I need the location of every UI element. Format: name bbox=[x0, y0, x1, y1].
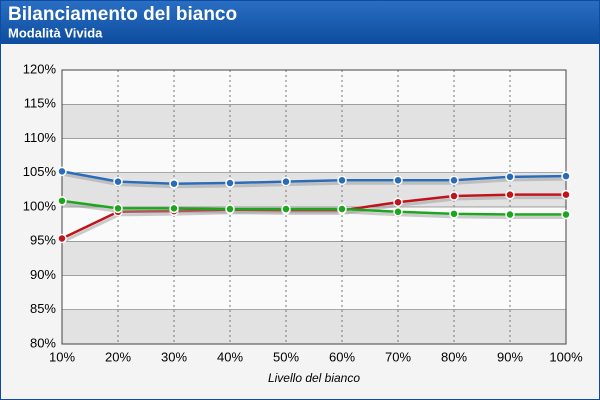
data-point bbox=[57, 233, 67, 244]
data-point bbox=[281, 204, 291, 214]
x-tick-label: 10% bbox=[49, 349, 75, 364]
y-tick-label: 90% bbox=[30, 267, 56, 282]
data-point bbox=[505, 209, 515, 220]
data-point bbox=[393, 207, 403, 217]
data-point bbox=[561, 189, 571, 200]
data-point bbox=[225, 204, 235, 214]
data-point bbox=[281, 176, 291, 187]
data-point bbox=[169, 203, 179, 214]
y-tick-label: 115% bbox=[24, 96, 57, 111]
y-tick-label: 80% bbox=[30, 335, 56, 350]
x-tick-label: 100% bbox=[549, 349, 583, 364]
y-tick-label: 95% bbox=[30, 233, 56, 248]
y-tick-label: 110% bbox=[24, 130, 57, 145]
data-point bbox=[337, 204, 347, 214]
x-tick-label: 20% bbox=[105, 349, 131, 364]
series-line bbox=[61, 199, 566, 216]
data-point bbox=[337, 175, 347, 186]
data-point bbox=[505, 172, 515, 182]
data-point bbox=[449, 175, 459, 186]
series-shadow bbox=[62, 202, 567, 220]
chart-subtitle: Modalità Vivida bbox=[8, 25, 103, 40]
data-point bbox=[169, 178, 179, 189]
series-line bbox=[61, 170, 567, 185]
series-shadow bbox=[62, 172, 568, 189]
data-point bbox=[505, 189, 515, 200]
x-tick-label: 50% bbox=[273, 349, 299, 364]
x-tick-label: 70% bbox=[385, 349, 411, 364]
grid-band bbox=[62, 241, 566, 276]
data-point bbox=[393, 197, 403, 207]
data-point bbox=[393, 175, 403, 186]
grid-band bbox=[62, 309, 566, 344]
x-tick-label: 90% bbox=[497, 349, 523, 364]
plot-border bbox=[61, 69, 567, 345]
y-tick-label: 85% bbox=[30, 301, 56, 316]
y-tick-label: 105% bbox=[23, 164, 57, 179]
data-point bbox=[561, 171, 571, 181]
y-tick-label: 120% bbox=[23, 61, 57, 76]
data-point bbox=[449, 191, 459, 201]
data-point bbox=[561, 209, 571, 220]
data-point bbox=[57, 166, 67, 177]
x-tick-label: 80% bbox=[441, 349, 467, 364]
grid-band bbox=[62, 104, 566, 139]
data-point bbox=[113, 176, 123, 187]
data-point bbox=[225, 178, 235, 188]
y-tick-label: 100% bbox=[23, 198, 57, 213]
data-point bbox=[57, 196, 67, 206]
x-tick-label: 40% bbox=[217, 349, 243, 364]
data-point bbox=[113, 203, 123, 214]
x-tick-label: 60% bbox=[329, 349, 355, 364]
x-tick-label: 30% bbox=[161, 349, 187, 364]
chart-title: Bilanciamento del bianco bbox=[8, 4, 237, 25]
data-point bbox=[449, 209, 459, 219]
header bbox=[0, 0, 600, 44]
x-axis-label: Livello del bianco bbox=[268, 371, 360, 385]
